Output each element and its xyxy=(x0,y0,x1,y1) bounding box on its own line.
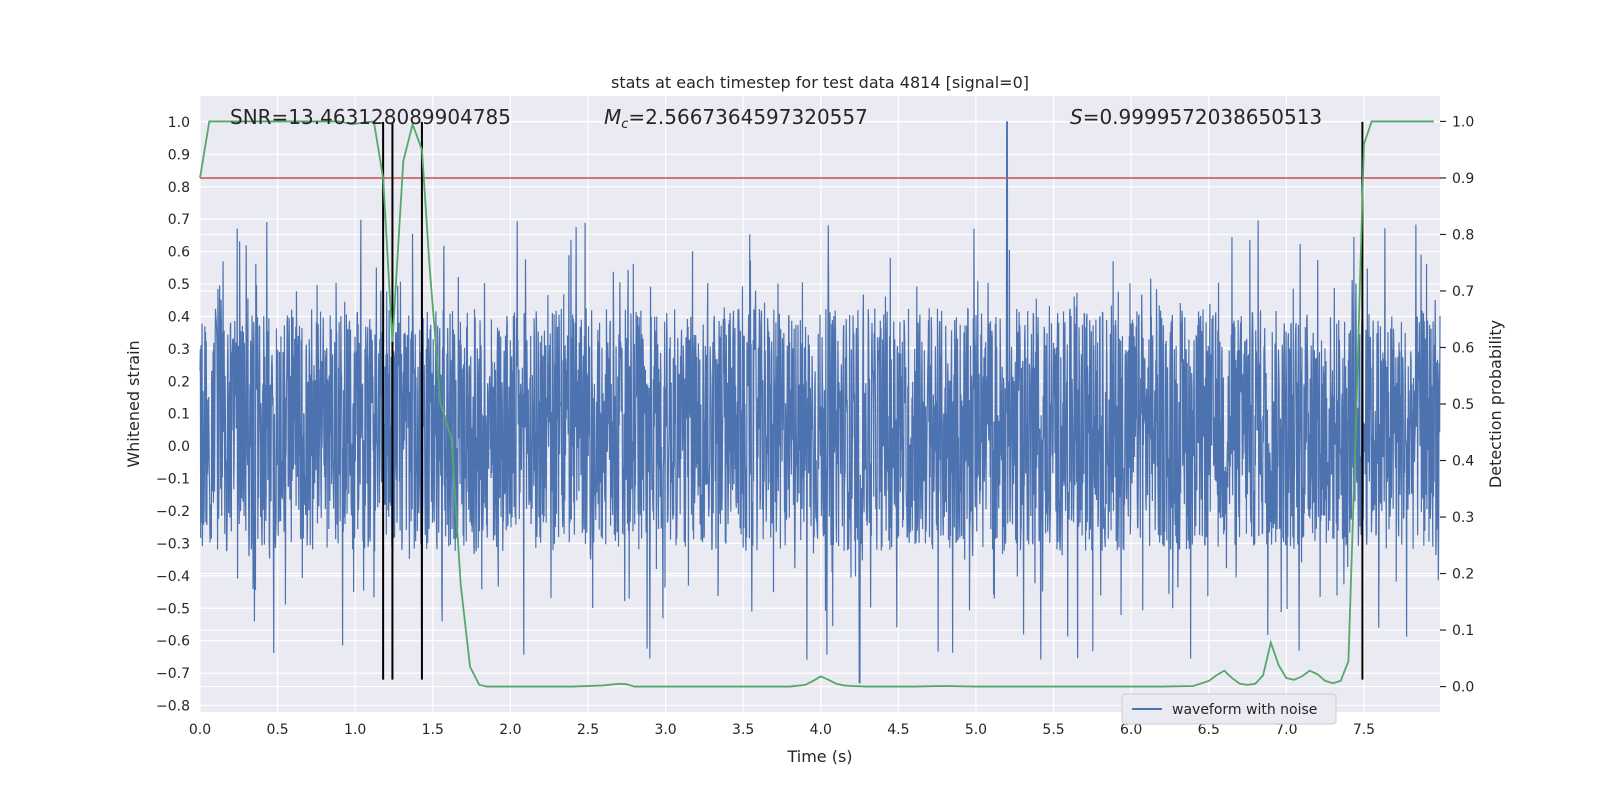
y-tick-label: −0.8 xyxy=(156,699,190,715)
probability-line xyxy=(199,120,1434,688)
y-tick-label: −0.4 xyxy=(156,569,190,585)
y-tick-label: 0.0 xyxy=(168,439,190,455)
snr-annotation: SNR=13.463128089904785 xyxy=(230,105,511,129)
mc-symbol: M xyxy=(604,105,621,129)
y-right-tick-label: 0.8 xyxy=(1452,227,1474,243)
x-tick-label: 2.0 xyxy=(499,722,521,738)
y-tick-label: −0.7 xyxy=(156,666,190,682)
y-tick-label: −0.6 xyxy=(156,634,190,650)
y-tick-label: −0.3 xyxy=(156,536,190,552)
y-tick-label: 0.6 xyxy=(168,245,190,261)
y-tick-label: −0.1 xyxy=(156,472,190,488)
x-tick-label: 3.0 xyxy=(654,722,676,738)
y-tick-label: −0.5 xyxy=(156,601,190,617)
y-tick-label: 0.5 xyxy=(168,277,190,293)
waveform-series xyxy=(199,121,1441,684)
y-tick-label: 0.2 xyxy=(168,374,190,390)
s-symbol: S xyxy=(1070,105,1083,129)
x-tick-label: 4.5 xyxy=(887,722,909,738)
waveform-line xyxy=(199,121,1441,684)
y-right-tick-label: 0.1 xyxy=(1452,623,1474,639)
x-tick-label: 6.5 xyxy=(1198,722,1220,738)
mc-subscript: c xyxy=(621,117,628,132)
x-tick-label: 0.0 xyxy=(189,722,211,738)
y-tick-label: 0.8 xyxy=(168,180,190,196)
score-annotation: S=0.9999572038650513 xyxy=(1070,105,1322,129)
y-right-tick-label: 0.7 xyxy=(1452,284,1474,300)
y-right-tick-label: 0.9 xyxy=(1452,171,1474,187)
y-axis-label-right: Detection probability xyxy=(1486,320,1505,488)
mc-value: =2.5667364597320557 xyxy=(628,105,867,129)
x-tick-label: 5.0 xyxy=(965,722,987,738)
y-right-tick-label: 1.0 xyxy=(1452,114,1474,130)
y-tick-label: 1.0 xyxy=(168,115,190,131)
x-tick-label: 6.0 xyxy=(1120,722,1142,738)
y-tick-label: 0.1 xyxy=(168,407,190,423)
y-axis-label: Whitened strain xyxy=(124,340,143,467)
overlay-lines xyxy=(200,121,1440,680)
y-tick-label: −0.2 xyxy=(156,504,190,520)
legend-label: waveform with noise xyxy=(1172,702,1317,718)
s-value: =0.9999572038650513 xyxy=(1083,105,1322,129)
x-axis-ticks: 0.0 0.5 1.0 1.5 2.0 2.5 3.0 3.5 4.0 4.5 5.0 5.5 6.0 6… xyxy=(189,722,1375,738)
y-right-tick-label: 0.5 xyxy=(1452,397,1474,413)
x-tick-label: 7.5 xyxy=(1353,722,1375,738)
y-tick-label: 0.7 xyxy=(168,212,190,228)
x-tick-label: 4.0 xyxy=(810,722,832,738)
x-tick-label: 1.0 xyxy=(344,722,366,738)
chirp-mass-annotation: Mc=2.5667364597320557 xyxy=(604,105,868,132)
x-tick-label: 7.0 xyxy=(1275,722,1297,738)
left-axis-ticks: 1.0 0.9 0.8 0.7 0.6 0.5 0.4 0.3 0.2 0.1 0.0 −0.1 −0.… xyxy=(156,115,190,715)
legend: waveform with noise xyxy=(1121,693,1337,725)
x-tick-label: 2.5 xyxy=(577,722,599,738)
chart-title: stats at each timestep for test data 481… xyxy=(611,73,1029,92)
x-tick-label: 3.5 xyxy=(732,722,754,738)
x-tick-label: 0.5 xyxy=(266,722,288,738)
y-right-tick-label: 0.4 xyxy=(1452,454,1474,470)
y-right-tick-label: 0.2 xyxy=(1452,567,1474,583)
legend-box xyxy=(1121,693,1337,725)
x-tick-label: 1.5 xyxy=(422,722,444,738)
x-tick-label: 5.5 xyxy=(1042,722,1064,738)
probability-series xyxy=(199,120,1434,688)
y-right-tick-label: 0.0 xyxy=(1452,680,1474,696)
y-tick-label: 0.9 xyxy=(168,147,190,163)
y-tick-label: 0.3 xyxy=(168,342,190,358)
y-tick-label: 0.4 xyxy=(168,309,190,325)
x-axis-label: Time (s) xyxy=(786,747,852,766)
y-right-tick-label: 0.6 xyxy=(1452,340,1474,356)
y-right-tick-label: 0.3 xyxy=(1452,510,1474,526)
right-axis-ticks: 1.0 0.9 0.8 0.7 0.6 0.5 0.4 0.3 0.2 0.1 0.0 xyxy=(1440,114,1474,696)
